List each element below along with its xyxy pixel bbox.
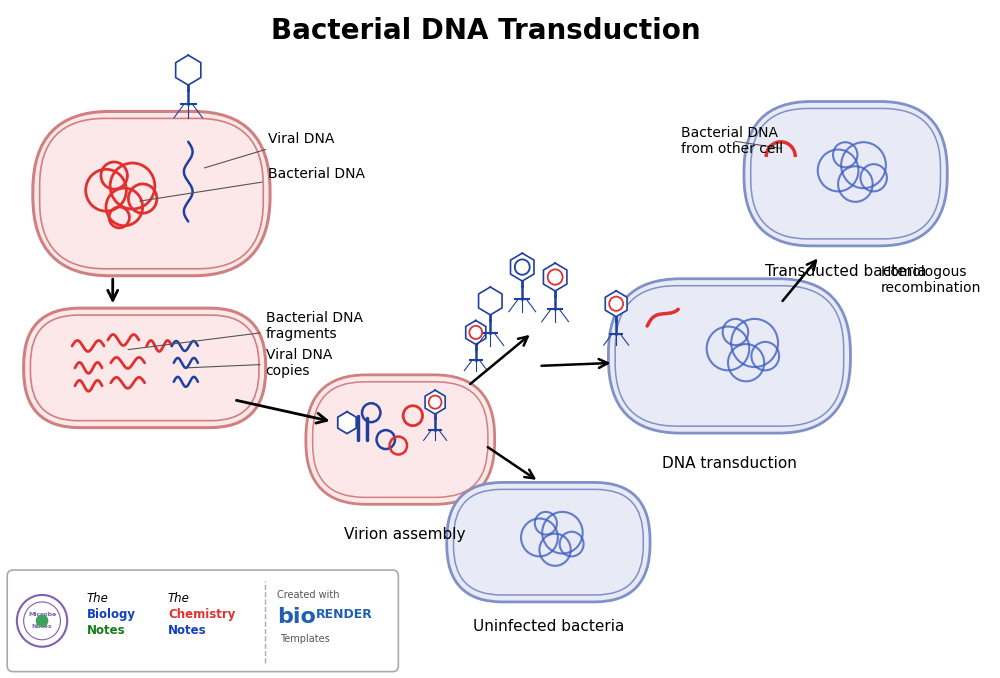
Text: Bacterial DNA Transduction: Bacterial DNA Transduction (271, 17, 700, 45)
Text: Viral DNA
copies: Viral DNA copies (188, 348, 332, 378)
Text: Biology: Biology (87, 608, 136, 621)
Text: Viral DNA: Viral DNA (204, 132, 334, 168)
Polygon shape (479, 287, 502, 315)
Text: Templates: Templates (280, 634, 330, 644)
Text: DNA transduction: DNA transduction (662, 456, 797, 471)
FancyBboxPatch shape (447, 483, 650, 602)
Text: Notes: Notes (87, 624, 125, 637)
Text: Virion assembly: Virion assembly (344, 527, 466, 542)
FancyBboxPatch shape (33, 111, 270, 276)
Text: The: The (87, 593, 108, 605)
Circle shape (24, 602, 60, 640)
Text: Bacterial DNA: Bacterial DNA (140, 167, 365, 201)
FancyBboxPatch shape (24, 308, 266, 428)
Text: bio: bio (277, 607, 316, 627)
FancyBboxPatch shape (306, 375, 495, 504)
Text: Homologous
recombination: Homologous recombination (880, 265, 981, 296)
Polygon shape (338, 412, 356, 434)
Polygon shape (543, 263, 567, 291)
Polygon shape (176, 55, 201, 85)
Polygon shape (466, 321, 486, 344)
Text: Transducted bacteria: Transducted bacteria (765, 264, 926, 279)
Text: Chemistry: Chemistry (168, 608, 235, 621)
Text: Bacterial DNA
from other cell: Bacterial DNA from other cell (681, 125, 783, 156)
Text: Created with: Created with (277, 590, 340, 600)
Text: Notes: Notes (32, 624, 52, 629)
Circle shape (36, 614, 48, 627)
Polygon shape (605, 291, 627, 317)
Text: The: The (168, 593, 190, 605)
Polygon shape (425, 391, 445, 414)
FancyBboxPatch shape (7, 570, 398, 672)
Text: Uninfected bacteria: Uninfected bacteria (473, 619, 624, 635)
Text: Microbe: Microbe (28, 612, 56, 618)
Text: Notes: Notes (168, 624, 207, 637)
Polygon shape (511, 253, 534, 281)
FancyBboxPatch shape (744, 102, 947, 246)
Text: RENDER: RENDER (316, 608, 373, 621)
Text: Bacterial DNA
fragments: Bacterial DNA fragments (128, 311, 363, 350)
FancyBboxPatch shape (608, 279, 850, 433)
